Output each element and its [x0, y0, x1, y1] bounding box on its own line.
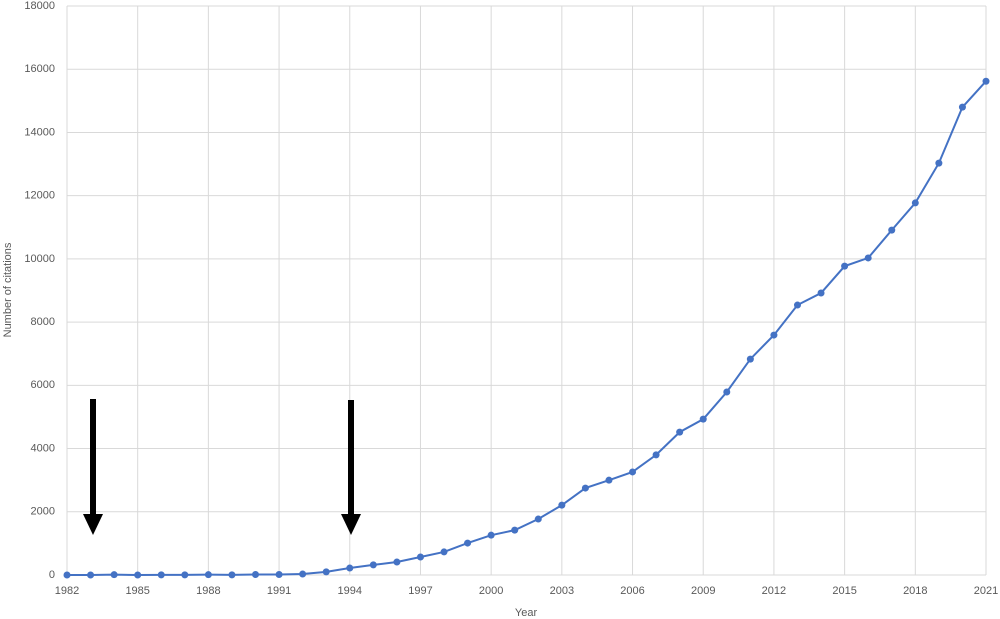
marker	[299, 570, 307, 578]
y-tick-label: 6000	[31, 379, 55, 391]
marker	[252, 571, 260, 579]
marker	[134, 571, 142, 579]
marker	[416, 553, 424, 561]
grid	[66, 5, 987, 576]
y-tick-label: 12000	[24, 190, 55, 202]
marker	[63, 571, 71, 579]
marker	[87, 571, 95, 579]
x-tick-label: 2021	[974, 585, 998, 597]
marker	[369, 561, 377, 569]
marker	[558, 501, 566, 509]
marker	[911, 199, 919, 207]
line	[67, 80, 987, 577]
marker	[723, 388, 731, 396]
marker	[228, 571, 236, 579]
x-tick-label: 2000	[479, 585, 503, 597]
marker	[581, 484, 589, 492]
x-tick-label: 2015	[832, 585, 856, 597]
marker	[157, 571, 165, 579]
x-tick-label: 2003	[550, 585, 574, 597]
y-tick-label: 16000	[24, 63, 55, 75]
arrow	[83, 399, 103, 535]
marker	[110, 571, 118, 579]
marker	[864, 254, 872, 262]
marker	[440, 548, 448, 556]
arrow-head	[341, 514, 361, 535]
arrow	[341, 400, 361, 535]
y-tick-label: 4000	[31, 442, 55, 454]
y-axis-label: Number of citations	[2, 242, 14, 337]
x-axis-label: Year	[515, 607, 538, 619]
y-tick-label: 2000	[31, 506, 55, 518]
marker	[958, 103, 966, 111]
x-tick-label: 1997	[408, 585, 432, 597]
marker	[204, 571, 212, 579]
x-tick-label: 1991	[267, 585, 291, 597]
marker	[935, 159, 943, 167]
arrow-head	[83, 514, 103, 535]
x-tick-label: 2018	[903, 585, 927, 597]
marker	[393, 558, 401, 566]
x-tick-label: 2009	[691, 585, 715, 597]
marker	[275, 571, 283, 579]
marker	[746, 355, 754, 363]
marker	[841, 262, 849, 270]
marker	[605, 476, 613, 484]
x-tick-label: 1994	[338, 585, 362, 597]
marker	[487, 531, 495, 539]
y-tick-label: 0	[49, 569, 55, 581]
marker	[511, 526, 519, 534]
y-tick-label: 8000	[31, 316, 55, 328]
x-tick-label: 1982	[55, 585, 79, 597]
marker	[629, 468, 637, 476]
marker	[346, 564, 354, 572]
x-tick-label: 1985	[125, 585, 149, 597]
marker	[464, 539, 472, 547]
y-tick-label: 14000	[24, 126, 55, 138]
x-tick-label: 2012	[762, 585, 786, 597]
marker	[817, 289, 825, 297]
marker	[982, 77, 990, 85]
marker	[793, 301, 801, 309]
marker	[770, 331, 778, 339]
marker	[676, 428, 684, 436]
x-tick-label: 2006	[620, 585, 644, 597]
marker	[534, 515, 542, 523]
x-tick-label: 1988	[196, 585, 220, 597]
marker	[888, 226, 896, 234]
marker	[322, 568, 330, 576]
marker	[652, 451, 660, 459]
marker	[699, 415, 707, 423]
y-tick-label: 18000	[24, 0, 55, 12]
marker	[181, 571, 189, 579]
y-tick-label: 10000	[24, 253, 55, 265]
